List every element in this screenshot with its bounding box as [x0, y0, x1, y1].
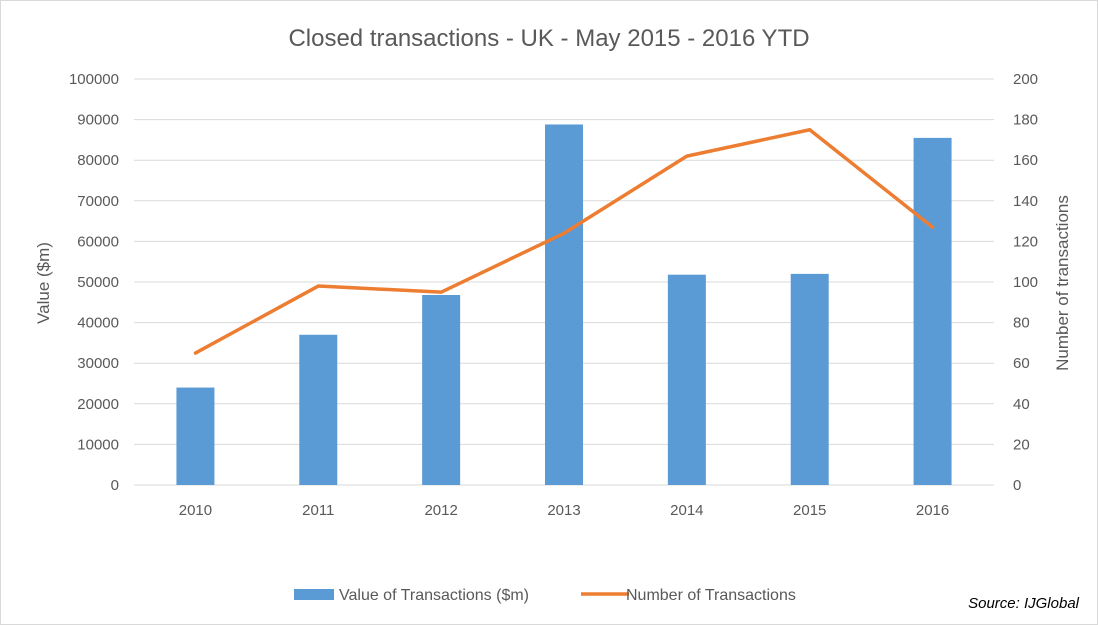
y2-axis-title: Number of transactions: [1053, 195, 1072, 371]
x-tick-label: 2015: [793, 502, 826, 519]
y-tick-label: 30000: [77, 355, 119, 372]
source-note: Source: IJGlobal: [968, 595, 1079, 612]
y-tick-label: 90000: [77, 112, 119, 129]
y2-tick-label: 200: [1013, 71, 1038, 88]
y2-tick-label: 80: [1013, 315, 1030, 332]
x-tick-label: 2011: [302, 502, 334, 519]
y-tick-label: 70000: [77, 193, 119, 210]
y2-tick-label: 140: [1013, 193, 1038, 210]
y-axis-title: Value ($m): [34, 242, 53, 324]
y2-axis-ticks: 0 20 40 60 80 100 120 140 160 180 200: [1013, 71, 1038, 494]
legend: Value of Transactions ($m) Number of Tra…: [294, 587, 796, 604]
x-axis-ticks: 2010 2011 2012 2013 2014 2015 2016: [179, 502, 950, 519]
y2-tick-label: 60: [1013, 355, 1030, 372]
y2-tick-label: 0: [1013, 477, 1021, 494]
bar-2012: [422, 294, 461, 485]
y-tick-label: 100000: [69, 71, 119, 88]
y2-tick-label: 160: [1013, 152, 1038, 169]
bar-2010: [176, 387, 215, 485]
y-tick-label: 80000: [77, 152, 119, 169]
bar-2016: [913, 137, 952, 485]
y-tick-label: 40000: [77, 315, 119, 332]
chart-title: Closed transactions - UK - May 2015 - 20…: [288, 25, 809, 52]
y2-tick-label: 180: [1013, 112, 1038, 129]
x-tick-label: 2014: [670, 502, 703, 519]
x-tick-label: 2010: [179, 502, 212, 519]
y-tick-label: 20000: [77, 396, 119, 413]
y-tick-label: 50000: [77, 274, 119, 291]
y-tick-label: 10000: [77, 436, 119, 453]
y-tick-label: 60000: [77, 233, 119, 250]
x-tick-label: 2016: [916, 502, 949, 519]
bars: [176, 124, 952, 486]
bar-2013: [545, 124, 583, 486]
y-tick-label: 0: [111, 477, 119, 494]
y2-tick-label: 120: [1013, 233, 1038, 250]
y2-tick-label: 20: [1013, 436, 1030, 453]
y2-tick-label: 100: [1013, 274, 1038, 291]
x-tick-label: 2012: [424, 502, 457, 519]
legend-label-line: Number of Transactions: [626, 587, 796, 604]
line-series: [193, 128, 935, 355]
x-tick-label: 2013: [547, 502, 580, 519]
bar-2011: [299, 334, 338, 485]
bar-2014: [667, 274, 706, 485]
y-axis-ticks: 0 10000 20000 30000 40000 50000 60000 70000 8000…: [69, 71, 119, 494]
bar-2015: [790, 273, 829, 485]
legend-swatch-bar: [294, 589, 334, 600]
legend-label-bar: Value of Transactions ($m): [339, 587, 529, 604]
y2-tick-label: 40: [1013, 396, 1030, 413]
